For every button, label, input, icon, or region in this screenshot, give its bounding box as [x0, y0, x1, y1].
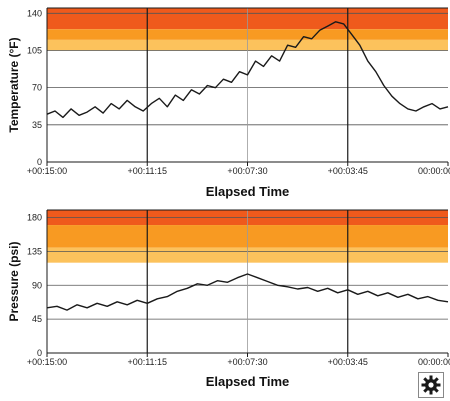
y-tick-label: 140	[27, 8, 42, 18]
settings-button[interactable]	[418, 372, 444, 398]
y-tick-label: 70	[32, 83, 42, 93]
series-line	[46, 273, 449, 311]
y-tick-label: 135	[27, 246, 42, 256]
x-tick-label: +00:07:30	[227, 166, 267, 176]
x-tick-label: +00:07:30	[227, 357, 267, 367]
x-tick-label: 00:00:00	[418, 166, 450, 176]
x-axis-label: Elapsed Time	[206, 184, 290, 199]
y-tick-label: 0	[37, 348, 42, 358]
x-axis-label: Elapsed Time	[206, 374, 290, 389]
chart-1: 0 35 70 105 140 +00:15:00 +00:11:15 +00:07:30 +0…	[7, 7, 450, 199]
y-tick-label: 45	[32, 314, 42, 324]
x-tick-label: +00:03:45	[328, 166, 368, 176]
y-axis-label: Temperature (°F)	[7, 37, 21, 132]
y-tick-label: 105	[27, 45, 42, 55]
x-tick-label: +00:11:15	[127, 166, 167, 176]
y-tick-label: 35	[32, 120, 42, 130]
series-line	[46, 21, 449, 119]
x-tick-label: 00:00:00	[418, 357, 450, 367]
x-tick-label: +00:15:00	[27, 357, 67, 367]
x-tick-label: +00:15:00	[27, 166, 67, 176]
x-tick-label: +00:11:15	[127, 357, 167, 367]
y-axis-label: Pressure (psi)	[7, 241, 21, 321]
gear-icon	[421, 375, 441, 395]
y-tick-label: 90	[32, 280, 42, 290]
chart-2: 0 45 90 135 180 +00:15:00 +00:11:15 +00:07:30 +0…	[7, 209, 450, 389]
x-tick-label: +00:03:45	[328, 357, 368, 367]
y-tick-label: 0	[37, 157, 42, 167]
y-tick-label: 180	[27, 213, 42, 223]
